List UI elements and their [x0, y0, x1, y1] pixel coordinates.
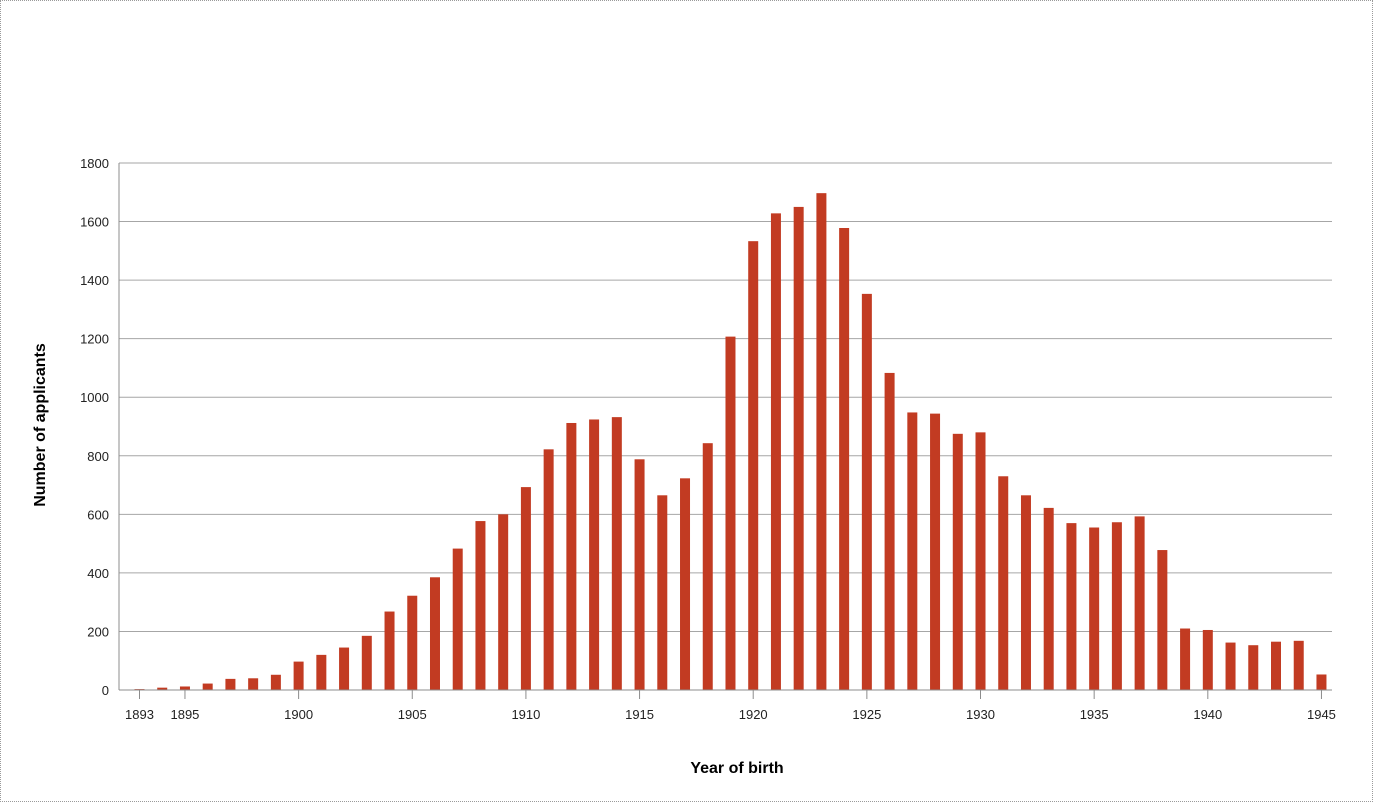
bar	[407, 595, 418, 690]
bar	[1089, 527, 1100, 690]
x-axis-title: Year of birth	[690, 760, 783, 777]
bar	[1020, 495, 1031, 690]
y-tick-label: 600	[87, 507, 109, 522]
y-tick-label: 1600	[80, 215, 109, 230]
bar	[248, 678, 259, 690]
bar	[611, 417, 622, 690]
x-tick-labels: 1893 1895 1900 1905 1910 1915 1920 1925 1930 1935…	[125, 707, 1336, 722]
bar	[429, 577, 440, 690]
x-tick-label: 1925	[852, 707, 881, 722]
y-tick-label: 200	[87, 624, 109, 639]
bar	[975, 432, 986, 690]
bar	[748, 241, 759, 690]
bar	[770, 213, 781, 690]
bar	[952, 433, 963, 690]
bar	[680, 478, 691, 690]
bar	[839, 227, 850, 690]
bar	[520, 487, 531, 690]
bar	[1271, 641, 1281, 690]
bar	[884, 372, 895, 690]
bar	[225, 678, 236, 690]
x-tick-label: 1935	[1080, 707, 1109, 722]
bar	[861, 293, 872, 690]
bar	[998, 476, 1009, 690]
bar	[1202, 629, 1213, 690]
bar	[361, 635, 372, 690]
bar	[498, 514, 509, 690]
x-tick-label: 1930	[966, 707, 995, 722]
bar	[1293, 640, 1304, 690]
bar	[702, 443, 713, 690]
bar	[1134, 516, 1145, 690]
bar	[1157, 550, 1168, 690]
bar	[452, 548, 463, 690]
x-tick-label: 1945	[1307, 707, 1336, 722]
x-tick-label: 1920	[739, 707, 768, 722]
x-tick-label: 1915	[625, 707, 654, 722]
y-tick-label: 1800	[80, 156, 109, 171]
bar	[589, 419, 600, 690]
bar	[907, 412, 918, 690]
bar	[634, 459, 645, 690]
bar	[725, 336, 736, 690]
bar	[157, 687, 168, 690]
y-axis-title: Number of applicants	[32, 343, 49, 507]
bar	[657, 495, 668, 690]
bar	[1111, 522, 1122, 690]
y-tick-label: 1400	[80, 273, 109, 288]
bar	[270, 674, 281, 690]
bar	[816, 193, 827, 690]
bar	[1043, 507, 1054, 690]
bar	[1225, 642, 1236, 690]
bar	[1066, 523, 1077, 690]
bar	[475, 521, 486, 690]
y-tick-label: 0	[102, 683, 109, 698]
y-tick-label: 400	[87, 566, 109, 581]
x-tick-label: 1900	[284, 707, 313, 722]
bar	[1180, 628, 1191, 690]
x-tick-label: 1940	[1193, 707, 1222, 722]
x-tick-label: 1910	[511, 707, 540, 722]
bar	[566, 422, 577, 690]
bar	[543, 449, 554, 690]
bar	[1248, 645, 1259, 690]
bar	[293, 661, 304, 690]
y-tick-label: 1200	[80, 332, 109, 347]
x-tick-label: 1895	[170, 707, 199, 722]
bar	[179, 686, 190, 690]
y-tick-label: 1000	[80, 390, 109, 405]
bar	[339, 647, 350, 690]
y-tick-labels: 0 200 400 600 800 1000 1200 1400 1600 1800	[80, 156, 109, 698]
x-tick-label: 1905	[398, 707, 427, 722]
bar	[202, 683, 213, 690]
bar	[793, 206, 804, 690]
bar	[316, 654, 327, 690]
bars	[134, 193, 1327, 690]
bar	[384, 611, 395, 690]
x-tick-label: 1893	[125, 707, 154, 722]
bar	[930, 413, 941, 690]
axes	[118, 163, 1332, 699]
bar	[1316, 674, 1327, 690]
y-tick-label: 800	[87, 449, 109, 464]
